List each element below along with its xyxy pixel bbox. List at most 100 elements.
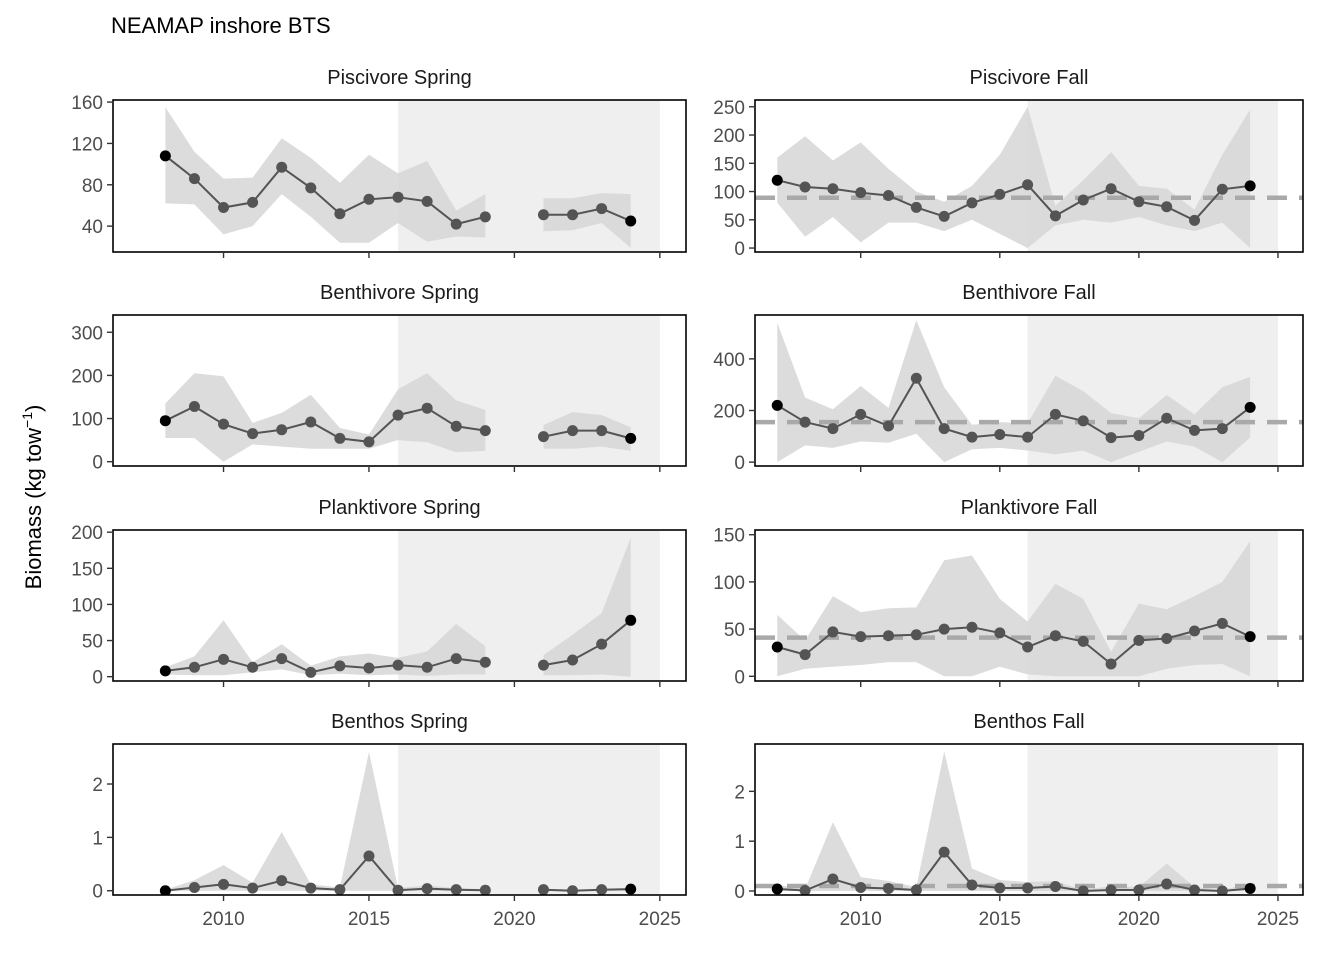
data-point-endpoint [159, 885, 171, 895]
series-line [543, 207, 632, 222]
data-point [1077, 635, 1089, 647]
data-point [479, 425, 491, 437]
panel-frame [754, 529, 1304, 682]
confidence-band [777, 541, 1251, 677]
data-point [537, 431, 549, 443]
data-point [334, 432, 346, 444]
data-point [883, 883, 895, 895]
data-point [855, 882, 867, 894]
series-line [164, 405, 486, 443]
data-point [421, 661, 433, 673]
data-point-endpoint [1244, 401, 1256, 413]
data-point [450, 218, 462, 230]
x-tick-label: 2025 [1257, 909, 1299, 930]
panel-title: Piscivore Fall [970, 67, 1089, 89]
y-tick-label: 200 [71, 366, 103, 387]
data-point [363, 662, 375, 674]
panel-title: Planktivore Fall [961, 497, 1098, 519]
data-point [334, 208, 346, 220]
y-tick-label: 150 [713, 154, 745, 175]
data-point [966, 431, 978, 443]
data-point-endpoint [625, 215, 637, 227]
data-point [334, 660, 346, 672]
data-point [188, 661, 200, 673]
y-tick-label: 0 [92, 453, 103, 474]
panel-frame [112, 314, 687, 467]
y-tick-label: 40 [82, 217, 103, 238]
data-point-endpoint [771, 641, 783, 653]
data-point [450, 653, 462, 665]
data-point [1077, 415, 1089, 427]
y-tick-label: 100 [713, 573, 745, 594]
data-point [247, 196, 259, 208]
panel-benthos-fall: Benthos Fall 0 1 2 2010 2015 2020 2025 [734, 711, 1304, 930]
data-point [910, 201, 922, 213]
y-tick-label: 0 [734, 239, 745, 260]
panel-frame [112, 743, 687, 896]
y-tick-label: 250 [713, 98, 745, 119]
y-tick-label: 400 [713, 350, 745, 371]
data-point [479, 884, 491, 895]
panel-benthivore-fall: Benthivore Fall 0 200 400 [713, 282, 1304, 474]
panel-planktivore-fall: Planktivore Fall 0 50 100 150 [713, 497, 1304, 688]
y-tick-label: 50 [724, 620, 745, 641]
x-tick-label: 2020 [493, 909, 535, 930]
data-point [799, 416, 811, 428]
y-tick-label: 0 [92, 882, 103, 903]
data-point [1161, 633, 1173, 645]
y-tick-label: 300 [71, 323, 103, 344]
data-point [596, 203, 608, 215]
data-point [363, 850, 375, 862]
data-point [392, 659, 404, 671]
data-point [1105, 432, 1117, 444]
data-point [596, 884, 608, 895]
data-point [883, 189, 895, 201]
data-point [537, 659, 549, 671]
y-tick-label: 100 [713, 183, 745, 204]
data-point [276, 424, 288, 436]
data-point [567, 885, 579, 895]
data-point [1189, 625, 1201, 637]
panel-frame [112, 99, 687, 253]
data-point [188, 882, 200, 894]
confidence-band [777, 751, 1251, 891]
data-point [1105, 884, 1117, 895]
data-point [1022, 641, 1034, 653]
data-point [1105, 183, 1117, 195]
y-tick-label: 2 [92, 775, 103, 796]
data-point-endpoint [159, 150, 171, 162]
data-point [910, 629, 922, 641]
panel-piscivore-fall: Piscivore Fall 0 50 100 150 200 250 [713, 67, 1304, 260]
data-point [276, 161, 288, 173]
y-tick-label: 160 [71, 93, 103, 114]
data-point [596, 425, 608, 437]
x-tick-label: 2010 [840, 909, 882, 930]
data-point [1049, 210, 1061, 222]
data-point [218, 202, 230, 214]
data-point-endpoint [159, 415, 171, 427]
data-point [567, 425, 579, 437]
data-point [827, 626, 839, 638]
data-point [1161, 412, 1173, 424]
data-point-endpoint [771, 174, 783, 186]
data-point [855, 631, 867, 643]
panel-title: Benthivore Fall [962, 282, 1095, 304]
data-point [247, 661, 259, 673]
data-point [910, 884, 922, 895]
data-point [450, 420, 462, 432]
data-point [363, 436, 375, 448]
data-point [392, 884, 404, 895]
data-point [247, 428, 259, 440]
data-point [421, 402, 433, 414]
data-point [938, 846, 950, 858]
data-point [596, 638, 608, 650]
confidence-band [543, 193, 631, 248]
data-point [1133, 196, 1145, 208]
data-point [1216, 885, 1228, 895]
data-point [910, 372, 922, 384]
data-point [276, 875, 288, 887]
data-point [392, 409, 404, 421]
data-point [363, 193, 375, 205]
x-tick-label: 2015 [979, 909, 1021, 930]
